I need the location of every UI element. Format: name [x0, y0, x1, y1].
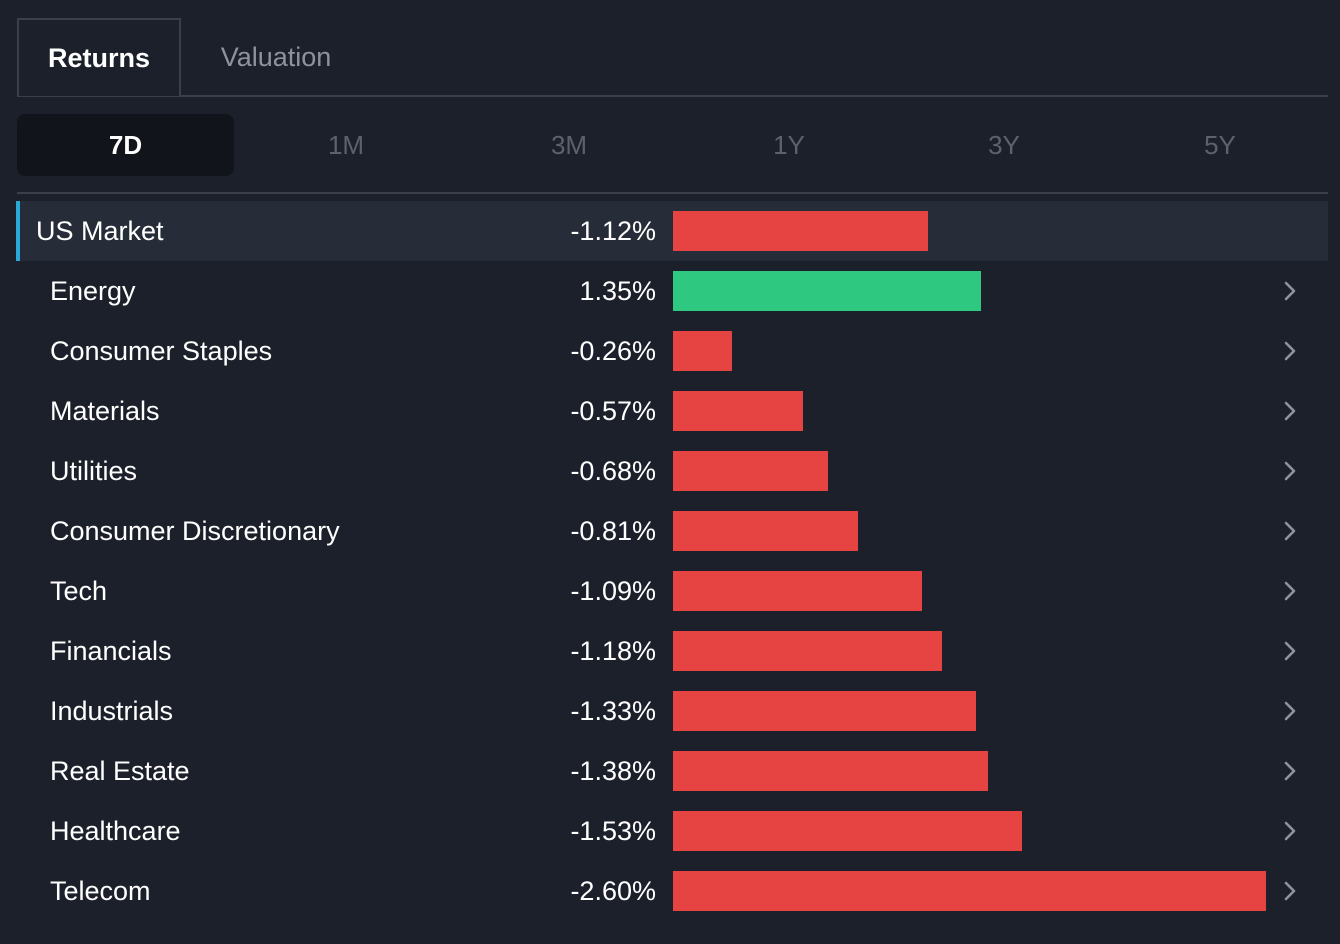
sector-row[interactable]: Real Estate -1.38%	[16, 741, 1328, 801]
return-bar	[673, 511, 858, 551]
return-bar	[673, 871, 1266, 911]
market-row: US Market -1.12%	[16, 201, 1328, 261]
sector-name: Real Estate	[50, 756, 190, 786]
period-5y[interactable]: 5Y	[1204, 129, 1236, 160]
sector-name: Healthcare	[50, 816, 181, 846]
chevron-right-icon[interactable]	[1278, 759, 1302, 783]
return-value: -1.12%	[570, 216, 656, 246]
return-value: -1.18%	[570, 636, 656, 666]
chevron-right-icon[interactable]	[1278, 819, 1302, 843]
chevron-right-icon[interactable]	[1278, 459, 1302, 483]
period-3m[interactable]: 3M	[550, 129, 588, 160]
sector-name: Materials	[50, 396, 160, 426]
period-selector: 7D 1M 3M 1Y 3Y 5Y	[17, 114, 1328, 176]
return-bar	[673, 451, 828, 491]
sector-name: Energy	[50, 276, 136, 306]
return-value: -0.68%	[570, 456, 656, 486]
chevron-right-icon[interactable]	[1278, 579, 1302, 603]
chevron-right-icon[interactable]	[1278, 639, 1302, 663]
sector-row[interactable]: Tech -1.09%	[16, 561, 1328, 621]
return-bar	[673, 331, 732, 371]
sector-row[interactable]: Energy 1.35%	[16, 261, 1328, 321]
chevron-right-icon[interactable]	[1278, 339, 1302, 363]
sector-name: Industrials	[50, 696, 174, 726]
chevron-right-icon[interactable]	[1278, 879, 1302, 903]
sector-name: Tech	[50, 576, 108, 606]
sector-row[interactable]: Consumer Staples -0.26%	[16, 321, 1328, 381]
return-value: -2.60%	[570, 876, 656, 906]
return-bar	[673, 271, 981, 311]
tab-bar: Returns Valuation	[17, 18, 1328, 97]
chevron-right-icon[interactable]	[1278, 699, 1302, 723]
sector-row[interactable]: Materials -0.57%	[16, 381, 1328, 441]
divider	[17, 192, 1328, 194]
return-bar	[673, 691, 976, 731]
return-value: -0.26%	[570, 336, 656, 366]
sector-row[interactable]: Telecom -2.60%	[16, 861, 1328, 921]
return-bar	[673, 751, 988, 791]
tab-valuation[interactable]: Valuation	[220, 41, 332, 72]
return-value: -1.09%	[570, 576, 656, 606]
sector-name: Utilities	[50, 456, 138, 486]
return-value: -1.53%	[570, 816, 656, 846]
return-bar	[673, 211, 928, 251]
sector-name: Telecom	[50, 876, 151, 906]
sector-name: US Market	[36, 216, 164, 246]
return-value: -1.38%	[570, 756, 656, 786]
return-bar	[673, 631, 942, 671]
sector-name: Consumer Staples	[50, 336, 273, 366]
period-1m[interactable]: 1M	[327, 129, 365, 160]
sector-row[interactable]: Industrials -1.33%	[16, 681, 1328, 741]
sector-row[interactable]: Financials -1.18%	[16, 621, 1328, 681]
return-bar	[673, 811, 1022, 851]
return-value: 1.35%	[579, 276, 656, 306]
period-3y[interactable]: 3Y	[988, 129, 1020, 160]
period-1y[interactable]: 1Y	[773, 129, 805, 160]
sector-name: Consumer Discretionary	[50, 516, 340, 546]
return-value: -1.33%	[570, 696, 656, 726]
return-bar	[673, 391, 803, 431]
sector-row[interactable]: Consumer Discretionary -0.81%	[16, 501, 1328, 561]
sector-row[interactable]: Healthcare -1.53%	[16, 801, 1328, 861]
chevron-right-icon[interactable]	[1278, 399, 1302, 423]
return-value: -0.57%	[570, 396, 656, 426]
return-bar	[673, 571, 922, 611]
tab-returns[interactable]: Returns	[17, 18, 181, 96]
chevron-right-icon[interactable]	[1278, 279, 1302, 303]
period-7d[interactable]: 7D	[17, 114, 234, 176]
sector-name: Financials	[50, 636, 172, 666]
sector-row[interactable]: Utilities -0.68%	[16, 441, 1328, 501]
return-value: -0.81%	[570, 516, 656, 546]
chevron-right-icon[interactable]	[1278, 519, 1302, 543]
